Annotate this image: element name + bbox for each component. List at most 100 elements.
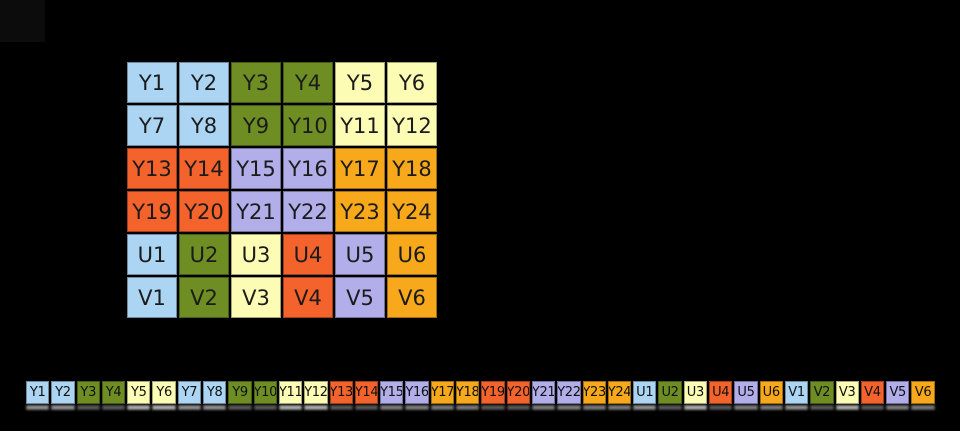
grid-cell-y8: Y8 — [179, 105, 229, 146]
strip-cell-u2: U2 — [658, 381, 682, 404]
grid-cell-u5: U5 — [335, 234, 385, 275]
strip-cell-v2: V2 — [810, 381, 834, 404]
strip-shadow-u4 — [709, 405, 733, 410]
strip-shadow-y13 — [329, 405, 353, 410]
strip-cell-y6: Y6 — [152, 381, 176, 404]
grid-cell-y18: Y18 — [387, 148, 437, 189]
strip-shadow-y16 — [405, 405, 429, 410]
strip-cell-v6: V6 — [911, 381, 935, 404]
grid-cell-v4: V4 — [283, 277, 333, 318]
grid-cell-v1: V1 — [127, 277, 177, 318]
corner-artifact — [0, 0, 45, 42]
grid-cell-y23: Y23 — [335, 191, 385, 232]
strip-cell-y3: Y3 — [76, 381, 100, 404]
strip-cell-y1: Y1 — [26, 381, 50, 404]
strip-shadow-y12 — [304, 405, 328, 410]
strip-shadow-y11 — [278, 405, 303, 410]
strip-cell-y11: Y11 — [278, 381, 303, 404]
grid-cell-y22: Y22 — [283, 191, 333, 232]
grid-cell-y15: Y15 — [231, 148, 281, 189]
strip-cell-y10: Y10 — [253, 381, 277, 404]
strip-cell-y4: Y4 — [101, 381, 126, 404]
strip-shadow-y17 — [430, 405, 455, 410]
grid-cell-y21: Y21 — [231, 191, 281, 232]
strip-cell-u4: U4 — [709, 381, 733, 404]
grid-cell-y11: Y11 — [335, 105, 385, 146]
grid-cell-v6: V6 — [387, 277, 437, 318]
strip-cell-y8: Y8 — [203, 381, 227, 404]
grid-cell-u2: U2 — [179, 234, 229, 275]
strip-shadow-y6 — [152, 405, 176, 410]
strip-shadow-v4 — [860, 405, 885, 410]
strip-shadow-y4 — [101, 405, 126, 410]
strip-shadow-y10 — [253, 405, 277, 410]
grid-cell-y2: Y2 — [179, 62, 229, 103]
strip-shadow-y7 — [177, 405, 202, 410]
strip-cell-y21: Y21 — [531, 381, 556, 404]
grid-cell-y14: Y14 — [179, 148, 229, 189]
strip-shadow-u6 — [759, 405, 783, 410]
strip-shadow-v6 — [911, 405, 935, 410]
strip-cell-y5: Y5 — [127, 381, 151, 404]
strip-shadow-v2 — [810, 405, 834, 410]
strip-cell-y15: Y15 — [380, 381, 404, 404]
strip-shadow-y1 — [26, 405, 50, 410]
grid-cell-y24: Y24 — [387, 191, 437, 232]
grid-cell-v3: V3 — [231, 277, 281, 318]
grid-cell-v5: V5 — [335, 277, 385, 318]
strip-cell-y13: Y13 — [329, 381, 353, 404]
strip-cell-y16: Y16 — [405, 381, 429, 404]
grid-cell-y4: Y4 — [283, 62, 333, 103]
strip-cell-v4: V4 — [860, 381, 885, 404]
strip-cell-y12: Y12 — [304, 381, 328, 404]
strip-cell-v5: V5 — [886, 381, 910, 404]
strip-shadow-y3 — [76, 405, 100, 410]
strip-cell-v1: V1 — [784, 381, 809, 404]
yuv-pixel-grid: Y1 Y2 Y3 Y4 Y5 Y6 Y7 Y8 Y9 Y10 Y11 Y12 Y13 Y14 Y15 Y16 Y… — [127, 62, 437, 318]
strip-cell-y14: Y14 — [354, 381, 379, 404]
strip-cell-y18: Y18 — [456, 381, 480, 404]
memory-strip-shadow — [26, 405, 935, 410]
grid-cell-y3: Y3 — [231, 62, 281, 103]
grid-cell-y12: Y12 — [387, 105, 437, 146]
grid-cell-y5: Y5 — [335, 62, 385, 103]
grid-cell-y7: Y7 — [127, 105, 177, 146]
strip-shadow-y5 — [127, 405, 151, 410]
strip-shadow-u3 — [683, 405, 708, 410]
strip-shadow-v3 — [835, 405, 859, 410]
strip-shadow-v1 — [784, 405, 809, 410]
strip-shadow-y8 — [203, 405, 227, 410]
strip-cell-y20: Y20 — [506, 381, 530, 404]
grid-cell-u3: U3 — [231, 234, 281, 275]
grid-cell-u1: U1 — [127, 234, 177, 275]
grid-cell-y6: Y6 — [387, 62, 437, 103]
strip-cell-u6: U6 — [759, 381, 783, 404]
memory-layout-strip: Y1 Y2 Y3 Y4 Y5 Y6 Y7 Y8 Y9 Y10 Y11 Y12 Y13 Y14 Y15 Y16 Y… — [26, 381, 935, 404]
strip-cell-y22: Y22 — [557, 381, 581, 404]
grid-cell-u6: U6 — [387, 234, 437, 275]
strip-shadow-y24 — [607, 405, 632, 410]
grid-cell-y10: Y10 — [283, 105, 333, 146]
strip-shadow-y22 — [557, 405, 581, 410]
strip-shadow-y2 — [51, 405, 75, 410]
strip-cell-v3: V3 — [835, 381, 859, 404]
strip-cell-y24: Y24 — [607, 381, 632, 404]
strip-shadow-y19 — [481, 405, 505, 410]
grid-cell-u4: U4 — [283, 234, 333, 275]
grid-cell-y16: Y16 — [283, 148, 333, 189]
strip-shadow-u2 — [658, 405, 682, 410]
grid-cell-v2: V2 — [179, 277, 229, 318]
strip-shadow-y14 — [354, 405, 379, 410]
strip-cell-y7: Y7 — [177, 381, 202, 404]
strip-shadow-u1 — [633, 405, 657, 410]
strip-shadow-y21 — [531, 405, 556, 410]
grid-cell-y20: Y20 — [179, 191, 229, 232]
grid-cell-y1: Y1 — [127, 62, 177, 103]
grid-cell-y9: Y9 — [231, 105, 281, 146]
strip-cell-y2: Y2 — [51, 381, 75, 404]
strip-cell-y19: Y19 — [481, 381, 505, 404]
strip-cell-u3: U3 — [683, 381, 708, 404]
strip-shadow-y15 — [380, 405, 404, 410]
strip-shadow-y9 — [228, 405, 252, 410]
